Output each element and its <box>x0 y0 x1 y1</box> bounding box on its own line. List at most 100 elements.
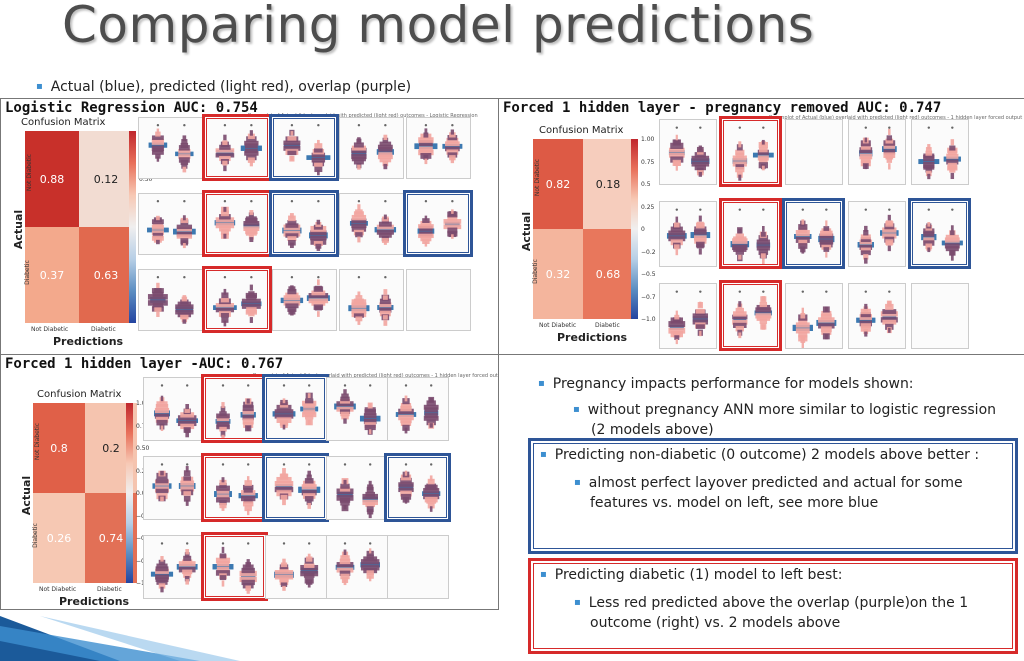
boxen-layer <box>274 486 294 493</box>
boxen-layer <box>340 411 350 417</box>
boxen-layer <box>313 241 323 246</box>
boxen-layer <box>274 414 294 419</box>
bullet-icon: ▪ <box>574 477 581 488</box>
boxen-layer <box>691 155 710 161</box>
boxen-layer <box>221 505 225 511</box>
outlier-point <box>699 126 702 129</box>
boxen-layer <box>242 501 254 507</box>
boxen-layer <box>151 225 164 230</box>
boxen-layer <box>177 415 197 421</box>
boxen-layer <box>177 420 197 427</box>
boxen-layer <box>241 495 256 502</box>
note-box-diabetic <box>528 558 1018 654</box>
boxen-layer <box>244 480 252 486</box>
boxen-layer <box>379 298 391 305</box>
boxen-layer <box>243 487 253 493</box>
boxenplot-icon <box>212 542 257 594</box>
boxen-layer <box>339 486 351 492</box>
boxenplot-cell <box>204 535 266 599</box>
boxen-layer <box>336 401 354 407</box>
cm-title: Confusion Matrix <box>37 389 122 400</box>
boxen-layer <box>735 249 744 255</box>
boxen-layer <box>276 404 292 411</box>
outlier-point <box>825 290 828 293</box>
outlier-point <box>343 384 347 387</box>
boxen-layer <box>798 331 808 338</box>
boxen-layer <box>285 292 299 298</box>
boxen-layer <box>160 395 164 402</box>
cm-row-label: Diabetic <box>31 523 39 548</box>
colorbar-tick: 0.25 <box>641 203 655 211</box>
boxen-layer <box>314 148 323 153</box>
boxen-layer <box>762 225 765 232</box>
boxen-layer <box>422 491 441 496</box>
boxen-layer <box>882 227 897 233</box>
boxen-layer <box>339 558 351 565</box>
boxen-layer <box>426 400 436 407</box>
boxen-layer <box>307 419 311 425</box>
boxenplot-icon <box>150 542 198 593</box>
boxen-layer <box>351 226 367 232</box>
boxen-layer <box>182 559 193 565</box>
boxen-layer <box>219 502 227 509</box>
boxen-layer <box>856 317 876 323</box>
boxen-layer <box>668 147 685 153</box>
boxen-layer <box>176 231 192 237</box>
boxenplot-icon <box>334 384 381 435</box>
boxen-layer <box>307 582 311 588</box>
colorbar <box>126 403 133 583</box>
boxen-layer <box>283 143 300 148</box>
cm-xlabel: Predictions <box>557 331 628 344</box>
boxen-layer <box>885 303 894 310</box>
boxen-layer <box>282 227 302 234</box>
outlier-point <box>156 200 160 203</box>
boxen-layer <box>863 229 869 236</box>
boxen-layer <box>756 245 770 251</box>
colorbar-tick: 0.50 <box>139 176 153 183</box>
boxen-layer <box>860 234 871 240</box>
boxen-layer <box>310 230 327 236</box>
boxenplot-icon <box>351 124 394 170</box>
boxen-layer <box>675 310 678 316</box>
boxen-layer <box>176 564 198 570</box>
boxen-layer <box>341 393 349 399</box>
boxen-layer <box>308 293 329 298</box>
boxen-layer <box>336 567 354 573</box>
boxen-layer <box>222 140 228 146</box>
boxen-layer <box>673 161 680 166</box>
boxen-layer <box>223 134 227 141</box>
boxen-layer <box>733 322 747 328</box>
boxen-layer <box>395 412 417 417</box>
boxen-layer <box>859 147 873 154</box>
boxen-layer <box>156 563 168 569</box>
boxen-layer <box>755 307 772 313</box>
boxen-layer <box>675 216 679 223</box>
boxen-layer <box>246 154 257 161</box>
boxen-layer <box>364 407 376 413</box>
boxen-layer <box>359 415 381 422</box>
boxen-layer <box>182 135 187 142</box>
boxen-layer <box>881 146 897 152</box>
outlier-point <box>357 200 361 203</box>
outlier-point <box>404 384 408 387</box>
boxen-layer <box>351 302 367 308</box>
boxen-layer <box>314 166 323 173</box>
boxen-layer <box>449 132 456 138</box>
boxen-layer <box>301 490 317 496</box>
boxen-layer <box>759 318 768 324</box>
boxen-layer <box>673 332 681 338</box>
boxen-layer <box>353 159 364 165</box>
boxen-layer <box>424 215 428 221</box>
boxen-layer <box>216 497 230 503</box>
boxen-layer <box>925 150 933 156</box>
boxenplot-cell <box>722 119 780 185</box>
boxenplot-icon <box>282 200 328 251</box>
boxen-layer <box>176 224 193 230</box>
boxen-layer <box>280 494 288 500</box>
boxen-layer <box>353 313 364 318</box>
boxenplot-cell <box>911 283 969 349</box>
boxen-layer <box>305 398 314 404</box>
boxen-layer <box>888 327 891 333</box>
boxen-layer <box>362 496 378 503</box>
boxen-layer <box>282 558 286 564</box>
